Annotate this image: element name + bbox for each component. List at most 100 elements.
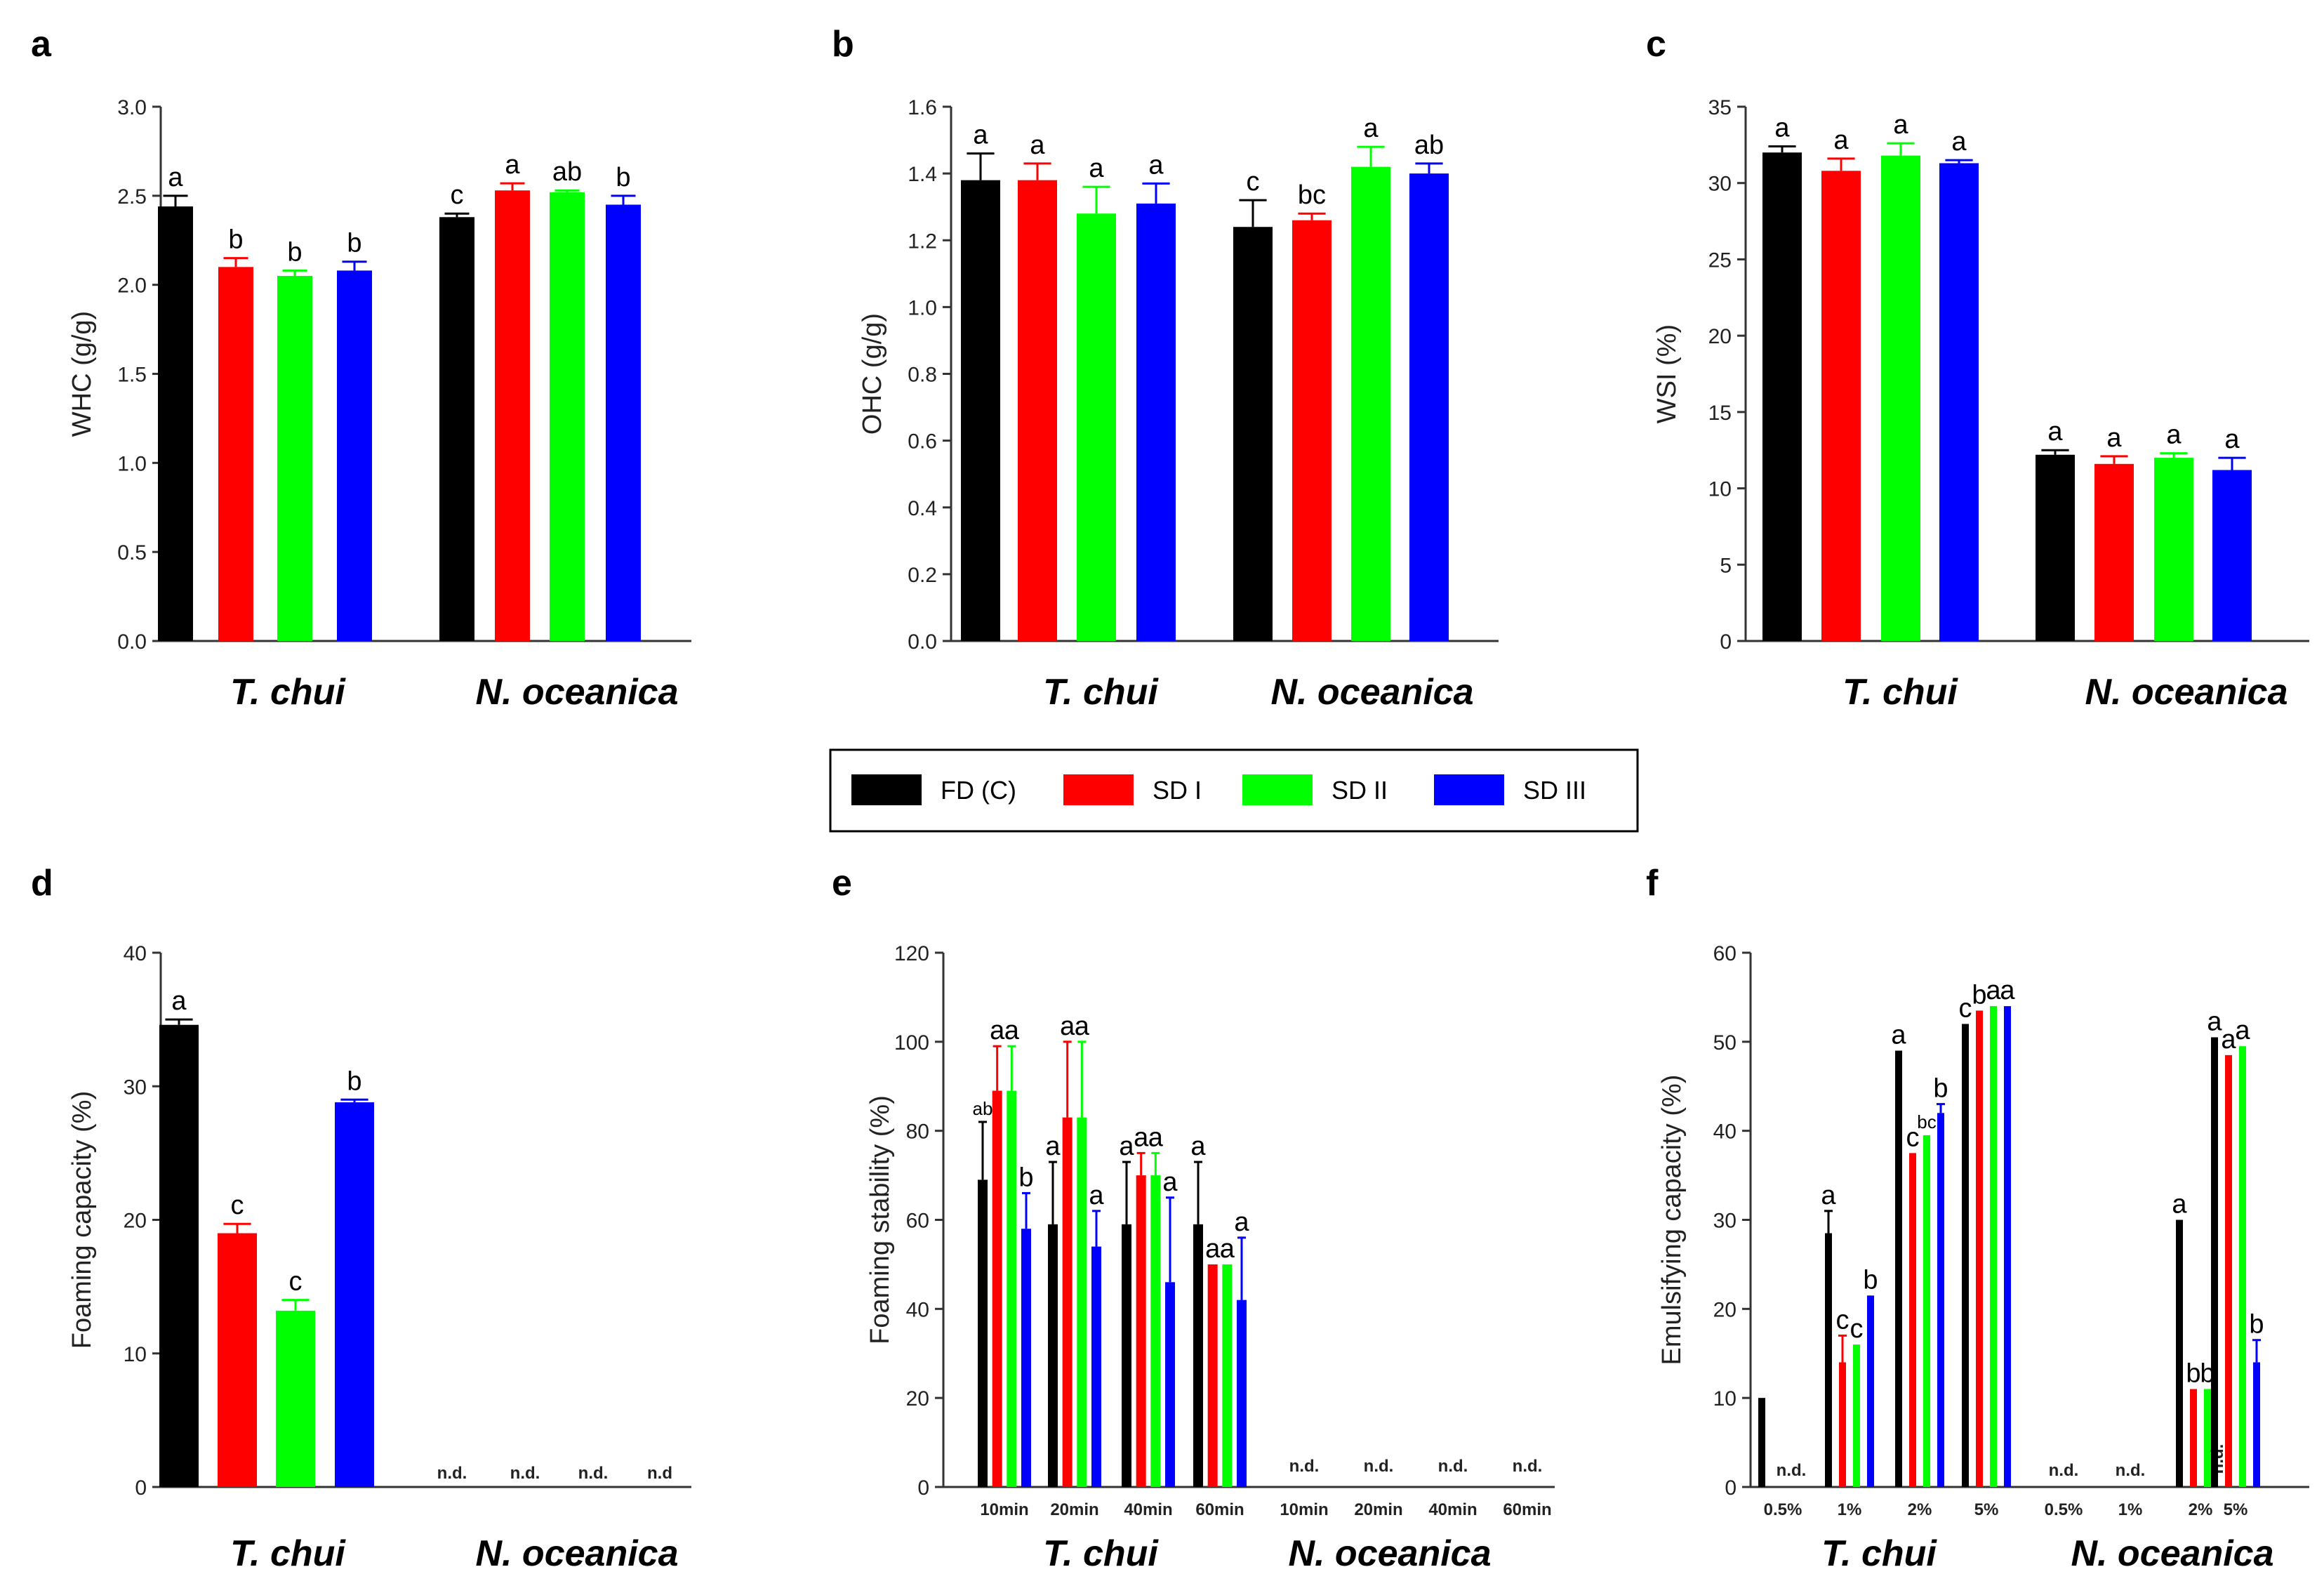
not-detected-label: n.d. bbox=[1438, 1457, 1468, 1476]
significance-letter: a bbox=[2221, 1025, 2236, 1055]
legend-label-fd: FD (C) bbox=[941, 776, 1016, 805]
bar bbox=[992, 1090, 1002, 1487]
x-category-label: 0.5% bbox=[1764, 1500, 1802, 1519]
not-detected-label: n.d. bbox=[1289, 1457, 1320, 1476]
panel-letter: d bbox=[31, 863, 53, 904]
significance-letter: a bbox=[2172, 1190, 2187, 1219]
x-category-label: 40min bbox=[1428, 1500, 1477, 1519]
significance-letter: b bbox=[2249, 1310, 2264, 1340]
not-detected-label: n.d. bbox=[437, 1464, 467, 1483]
not-detected-label: n.d. bbox=[1513, 1457, 1543, 1476]
y-tick-label: 0.8 bbox=[908, 364, 937, 387]
bar bbox=[2094, 463, 2134, 641]
y-axis-title: Foaming stability (%) bbox=[865, 1095, 895, 1344]
x-category-label: 20min bbox=[1050, 1500, 1098, 1519]
y-tick-label: 2.0 bbox=[117, 275, 147, 298]
y-tick-label: 0.5 bbox=[117, 541, 147, 564]
bar bbox=[2253, 1362, 2260, 1487]
bar bbox=[277, 275, 312, 641]
bar bbox=[1207, 1264, 1218, 1487]
significance-letter: a bbox=[1774, 114, 1790, 143]
y-tick-label: 20 bbox=[1708, 325, 1732, 348]
bar bbox=[550, 192, 585, 641]
bar bbox=[158, 206, 193, 641]
y-tick-label: 0 bbox=[917, 1476, 929, 1500]
significance-letter: ab bbox=[552, 157, 582, 187]
x-category-label: 20min bbox=[1354, 1500, 1402, 1519]
bar bbox=[1821, 171, 1861, 641]
significance-letter: a bbox=[1004, 1016, 1020, 1045]
bar bbox=[1136, 203, 1176, 641]
x-category-label: 60min bbox=[1503, 1500, 1551, 1519]
not-detected-label: n.d. bbox=[2116, 1461, 2146, 1480]
y-tick-label: 15 bbox=[1708, 402, 1732, 425]
panel-d-foaming-capacity-chart: 0 10 20 30 40 Foaming capacity (%) d a c c b T. chu… bbox=[31, 863, 691, 1574]
y-tick-label: 0.0 bbox=[908, 630, 937, 654]
y-tick-label: 25 bbox=[1708, 249, 1732, 272]
y-tick-label: 1.4 bbox=[908, 163, 937, 186]
bar bbox=[1062, 1117, 1073, 1487]
bar bbox=[1237, 1300, 1247, 1487]
bar bbox=[276, 1310, 315, 1487]
bar bbox=[1881, 155, 1920, 641]
group-label: N. oceanica bbox=[475, 672, 678, 713]
y-tick-label: 1.2 bbox=[908, 230, 937, 253]
group-label: N. oceanica bbox=[2071, 1533, 2273, 1574]
y-tick-label: 0.0 bbox=[117, 630, 147, 654]
y-tick-label: 20 bbox=[1713, 1298, 1737, 1321]
panel-letter: c bbox=[1646, 24, 1666, 65]
y-tick-label: 20 bbox=[906, 1387, 929, 1410]
y-tick-label: 1.5 bbox=[117, 364, 147, 387]
legend-swatch-fd bbox=[851, 774, 922, 805]
x-category-label: 0.5% bbox=[2045, 1500, 2083, 1519]
y-tick-label: 30 bbox=[1708, 173, 1732, 196]
legend-swatch-sd2 bbox=[1242, 774, 1313, 805]
significance-letter: a bbox=[2106, 423, 2122, 453]
significance-letter: c bbox=[1906, 1123, 1920, 1152]
bar bbox=[1077, 213, 1116, 641]
y-axis-title: OHC (g/g) bbox=[858, 313, 887, 435]
y-tick-label: 30 bbox=[1713, 1210, 1737, 1233]
significance-letter: a bbox=[1030, 131, 1045, 160]
group-label: T. chui bbox=[230, 1533, 346, 1574]
group-label: N. oceanica bbox=[475, 1533, 678, 1574]
bar bbox=[2036, 454, 2075, 641]
significance-letter: bc bbox=[1298, 180, 1326, 210]
legend-label-sd3: SD III bbox=[1523, 776, 1586, 805]
panel-f-emulsifying-capacity-chart: 0 10 20 30 40 50 60 Emulsifying capacity (%) f n.… bbox=[1646, 863, 2309, 1574]
y-tick-label: 40 bbox=[1713, 1121, 1737, 1144]
significance-letter: bc bbox=[1917, 1111, 1936, 1132]
legend-swatch-sd3 bbox=[1434, 774, 1504, 805]
significance-letter: ab bbox=[973, 1098, 993, 1119]
legend-label-sd1: SD I bbox=[1153, 776, 1202, 805]
y-tick-label: 40 bbox=[124, 942, 147, 965]
y-tick-label: 20 bbox=[124, 1210, 147, 1233]
y-tick-label: 2.5 bbox=[117, 185, 147, 209]
bar bbox=[1976, 1010, 1983, 1487]
group-label: N. oceanica bbox=[1270, 672, 1473, 713]
panel-letter: e bbox=[832, 863, 852, 904]
y-tick-label: 35 bbox=[1708, 96, 1732, 119]
bar bbox=[1165, 1282, 1175, 1487]
bar bbox=[1762, 152, 1802, 641]
bar bbox=[1939, 163, 1979, 641]
y-tick-label: 10 bbox=[124, 1343, 147, 1366]
significance-letter: a bbox=[2207, 1007, 2222, 1036]
bar bbox=[2176, 1219, 2183, 1487]
bar bbox=[1048, 1224, 1058, 1487]
y-tick-label: 3.0 bbox=[117, 96, 147, 119]
x-category-label: 2% bbox=[2189, 1500, 2213, 1519]
y-axis-title: WHC (g/g) bbox=[67, 311, 97, 437]
significance-letter: b bbox=[1933, 1074, 1948, 1104]
significance-letter: a bbox=[505, 150, 520, 180]
bar bbox=[495, 190, 530, 641]
y-tick-label: 0 bbox=[135, 1476, 147, 1500]
y-tick-label: 1.0 bbox=[908, 296, 937, 319]
bar bbox=[1839, 1362, 1846, 1487]
y-tick-label: 0.4 bbox=[908, 497, 937, 520]
significance-letter: a bbox=[1148, 150, 1164, 180]
bar bbox=[1007, 1090, 1017, 1487]
bar bbox=[1895, 1050, 1902, 1487]
bar bbox=[1758, 1398, 1765, 1487]
